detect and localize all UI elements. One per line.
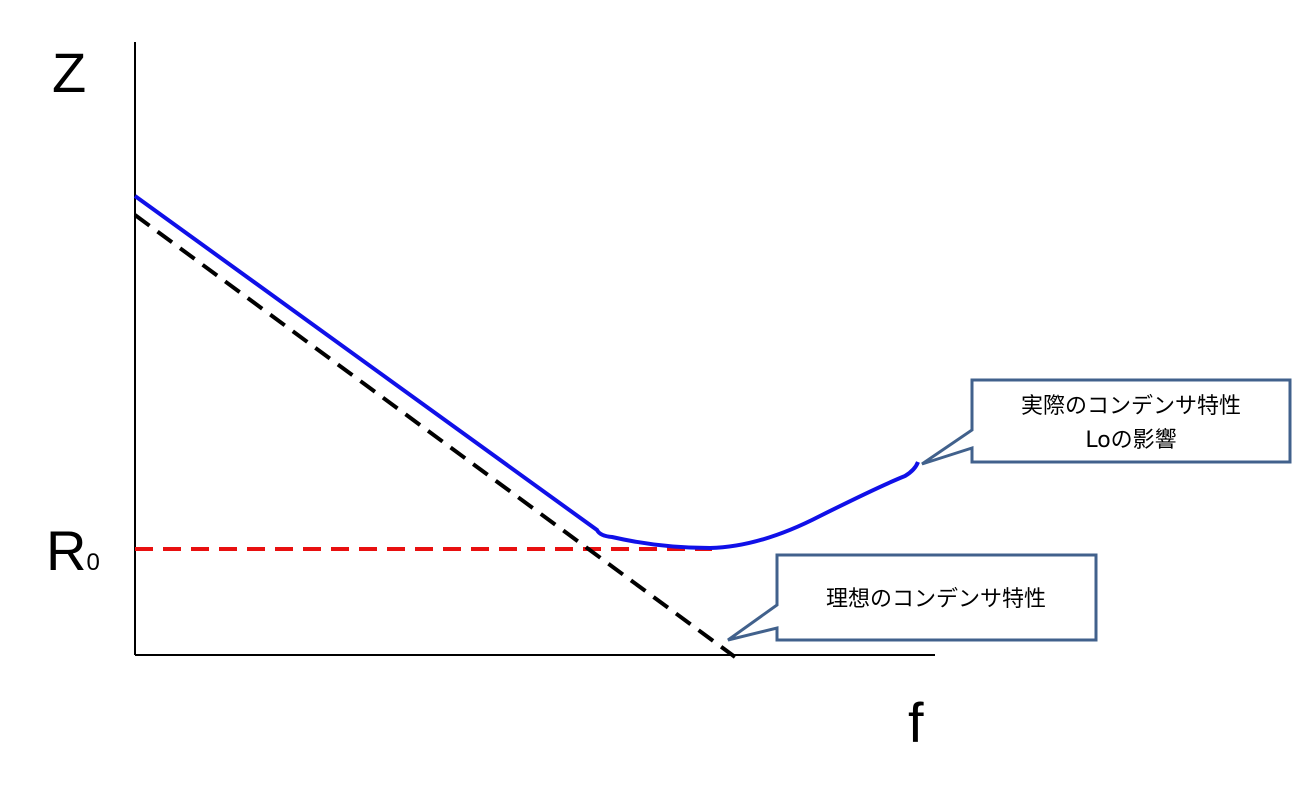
callout-text: 実際のコンデンサ特性 [1021,394,1241,419]
r0-main: R [46,519,86,582]
callout-box [921,378,1292,466]
actual-line [133,194,920,551]
r0-sub: 0 [86,549,99,576]
x-axis-label: f [908,691,924,754]
callout-text: Loの影響 [1085,428,1176,453]
r0-label: R0 [46,519,100,582]
callout-text: 理想のコンデンサ特性 [826,587,1046,612]
ideal-line [133,213,737,659]
y-axis-label: Z [52,41,86,104]
callout-box [727,553,1098,642]
